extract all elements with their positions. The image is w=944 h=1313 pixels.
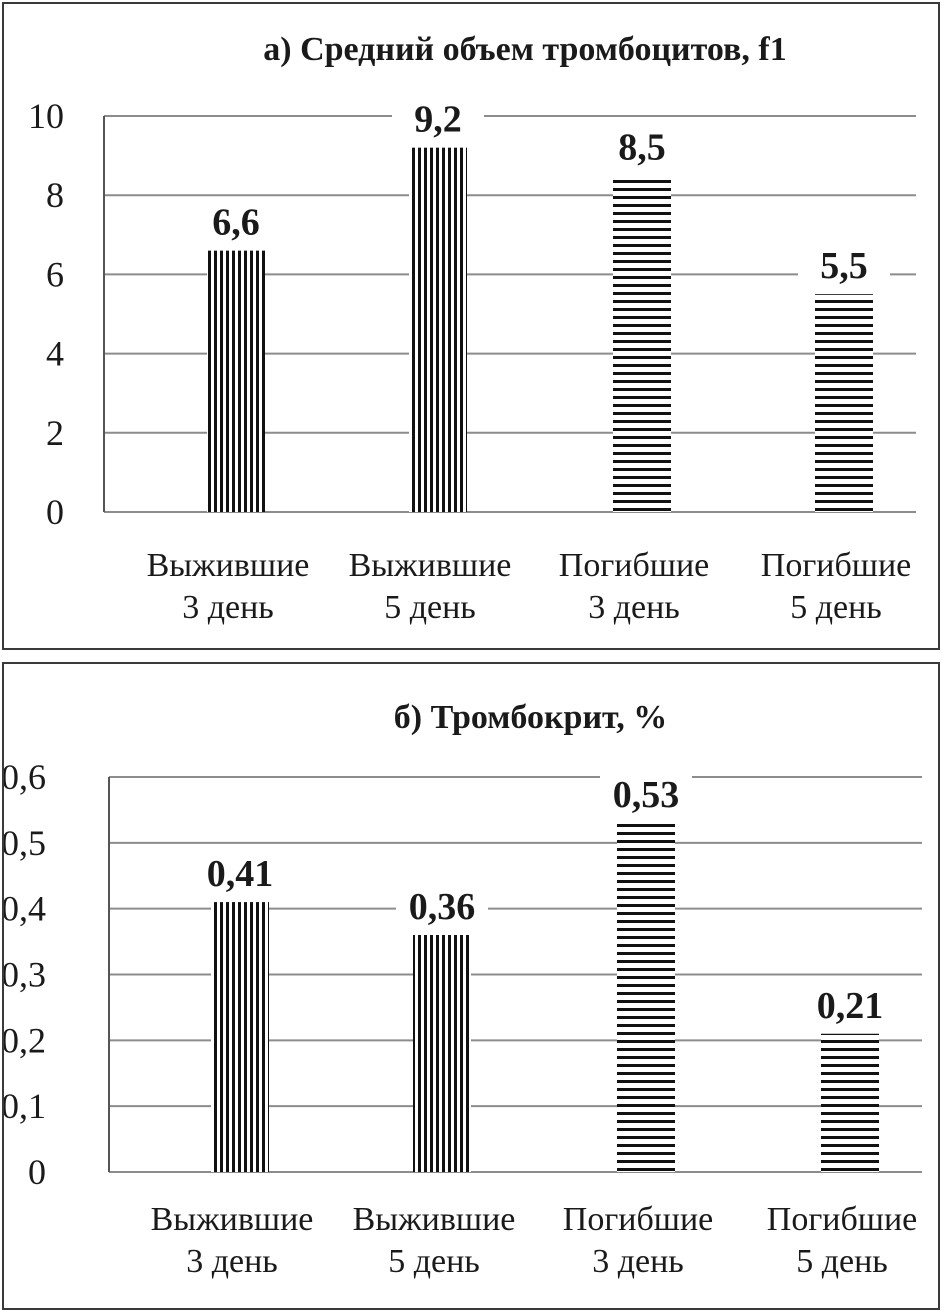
category-label: Выжившие (349, 547, 512, 584)
bar (815, 294, 873, 512)
data-label-backdrop (396, 885, 488, 925)
category-label: Выжившие (151, 1201, 314, 1238)
y-tick-label: 4 (46, 334, 64, 374)
bar (211, 902, 269, 1172)
chart-b-svg: б) Тромбокрит, % 0 0,1 0,2 0,3 0,4 0,5 0,6 0,41 В… (4, 699, 922, 1280)
category-label: Выжившие (147, 547, 310, 584)
chart-title: а) Средний объем тромбоцитов, f1 (263, 31, 786, 68)
category-label: Погибшие (767, 1201, 917, 1238)
y-tick-label: 0,1 (4, 1086, 46, 1126)
bar (413, 935, 471, 1172)
y-tick-label: 10 (28, 96, 64, 136)
y-tick-label: 0,5 (4, 823, 46, 863)
y-tick-label: 0,2 (4, 1020, 46, 1060)
data-label-backdrop (804, 983, 896, 1024)
y-tick-label: 0 (46, 492, 64, 532)
category-label: Погибшие (563, 1201, 713, 1238)
data-label: 0,41 (207, 853, 274, 895)
y-tick-label: 0,3 (4, 955, 46, 995)
chart-panel-a: а) Средний объем тромбоцитов, f1 0 2 4 6 8 10 6… (2, 2, 940, 650)
category-label: 5 день (796, 1243, 888, 1280)
bar (409, 147, 467, 512)
category-label: 5 день (790, 589, 882, 626)
data-label: 5,5 (820, 245, 868, 287)
data-label: 0,36 (409, 886, 476, 928)
category-label: 3 день (182, 589, 274, 626)
y-tick-label: 2 (46, 413, 64, 453)
data-label-backdrop (194, 852, 286, 893)
category-label: Погибшие (559, 547, 709, 584)
y-tick-label: 0,4 (4, 889, 46, 929)
bar (613, 175, 671, 512)
y-tick-label: 8 (46, 175, 64, 215)
bar (207, 250, 265, 512)
chart-panel-b: б) Тромбокрит, % 0 0,1 0,2 0,3 0,4 0,5 0,6 0,41 В… (2, 662, 940, 1310)
category-label: 3 день (186, 1243, 278, 1280)
bar (821, 1033, 879, 1172)
data-label: 9,2 (414, 99, 462, 141)
data-label: 6,6 (212, 202, 260, 244)
category-label: Выжившие (353, 1201, 516, 1238)
chart-a-svg: а) Средний объем тромбоцитов, f1 0 2 4 6 8 10 6… (28, 31, 916, 626)
category-label: 5 день (384, 589, 476, 626)
data-label-backdrop (596, 125, 688, 166)
data-label-backdrop (600, 773, 692, 814)
data-label: 8,5 (618, 126, 666, 168)
bar (617, 823, 675, 1172)
y-tick-label: 0 (28, 1152, 46, 1192)
category-label: 5 день (388, 1243, 480, 1280)
category-label: Погибшие (761, 547, 911, 584)
data-label: 0,21 (817, 985, 884, 1027)
data-label-backdrop (190, 200, 282, 241)
y-tick-label: 6 (46, 254, 64, 294)
y-tick-label: 0,6 (4, 757, 46, 797)
data-label-backdrop (392, 97, 484, 138)
chart-title: б) Тромбокрит, % (394, 699, 667, 736)
data-label: 0,53 (613, 774, 680, 816)
category-label: 3 день (592, 1243, 684, 1280)
data-label-backdrop (798, 244, 890, 285)
category-label: 3 день (588, 589, 680, 626)
